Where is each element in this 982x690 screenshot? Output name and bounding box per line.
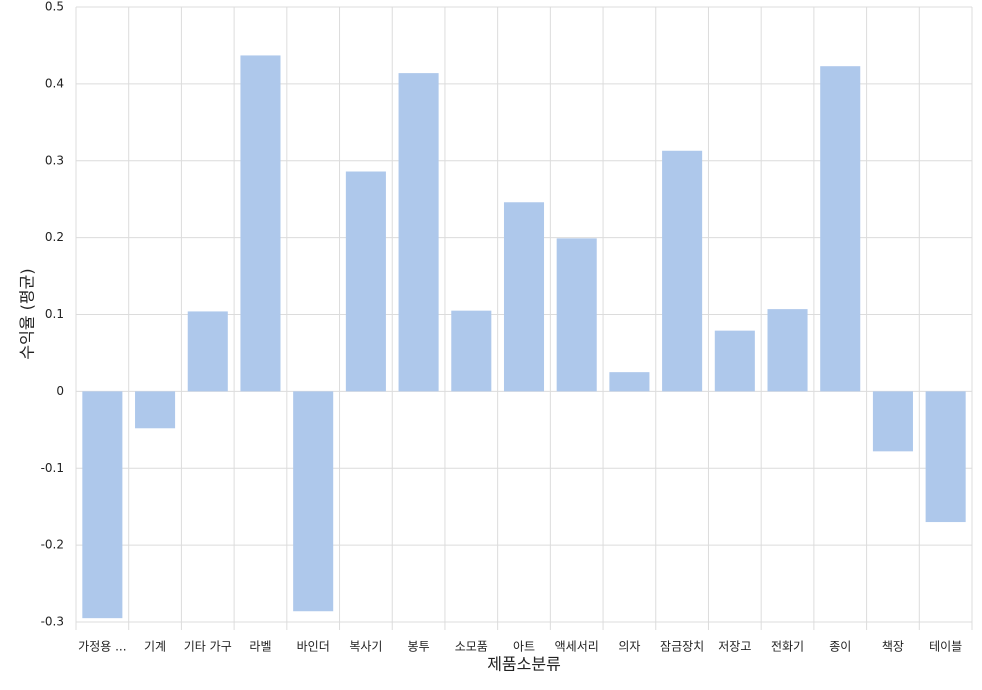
x-tick-label: 기계 bbox=[144, 640, 166, 654]
y-tick-label: 0.3 bbox=[45, 153, 64, 167]
x-tick-label: 아트 bbox=[513, 640, 535, 654]
y-axis-title: 수익율 (평균) bbox=[18, 268, 37, 359]
y-tick-label: -0.1 bbox=[41, 461, 64, 475]
y-tick-label: 0.2 bbox=[45, 230, 64, 244]
x-tick-label: 봉투 bbox=[408, 640, 430, 654]
bar bbox=[398, 73, 439, 392]
x-tick-label: 복사기 bbox=[349, 640, 382, 654]
x-tick-label: 액세서리 bbox=[555, 640, 599, 654]
bar bbox=[714, 330, 755, 392]
y-tick-label: 0.5 bbox=[45, 0, 64, 14]
x-tick-label: 전화기 bbox=[771, 640, 804, 654]
y-tick-label: 0 bbox=[56, 384, 64, 398]
bar bbox=[662, 150, 703, 392]
bar bbox=[135, 391, 176, 429]
x-tick-label: 잠금장치 bbox=[660, 640, 704, 654]
bar bbox=[609, 372, 650, 392]
bar bbox=[767, 309, 808, 392]
y-tick-label: -0.3 bbox=[41, 615, 64, 629]
x-tick-label: 의자 bbox=[618, 640, 640, 654]
bar bbox=[872, 391, 913, 452]
x-tick-label: 바인더 bbox=[297, 640, 330, 654]
y-tick-label: 0.1 bbox=[45, 307, 64, 321]
x-tick-label: 종이 bbox=[829, 640, 851, 654]
bar bbox=[187, 311, 228, 392]
x-tick-label: 소모품 bbox=[455, 640, 488, 654]
x-tick-label: 가정용 ... bbox=[78, 640, 126, 654]
bar bbox=[820, 66, 861, 392]
bar bbox=[345, 171, 386, 392]
y-tick-label: -0.2 bbox=[41, 538, 64, 552]
y-tick-label: 0.4 bbox=[45, 76, 64, 90]
x-tick-label: 저장고 bbox=[718, 640, 751, 654]
bar bbox=[82, 391, 123, 619]
x-tick-label: 라벨 bbox=[249, 640, 271, 654]
bar bbox=[451, 310, 492, 392]
x-tick-label: 테이블 bbox=[929, 640, 962, 654]
x-tick-label: 책장 bbox=[882, 639, 904, 654]
x-axis-title: 제품소분류 bbox=[487, 655, 561, 674]
bar bbox=[293, 391, 334, 612]
x-tick-label: 기타 가구 bbox=[184, 640, 232, 654]
bar bbox=[556, 238, 597, 392]
bar bbox=[925, 391, 966, 523]
bar bbox=[240, 55, 281, 392]
bar bbox=[503, 202, 545, 392]
